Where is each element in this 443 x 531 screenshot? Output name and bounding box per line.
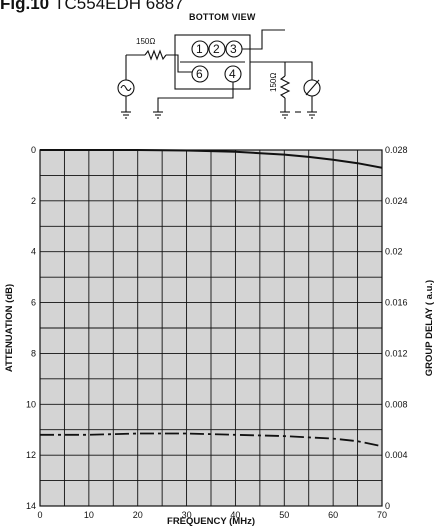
series-layer — [40, 149, 383, 448]
right-y-tick-label: 0.004 — [385, 450, 408, 460]
left-y-tick-label: 12 — [26, 450, 36, 460]
right-y-tick-label: 0.008 — [385, 399, 408, 409]
pin-1-label: 1 — [196, 42, 203, 56]
load-resistor-label: 150Ω — [269, 73, 278, 92]
x-tick-labels: 0 10 20 30 40 50 60 70 — [37, 510, 387, 520]
left-y-tick-label: 10 — [26, 399, 36, 409]
attenuation-series-line — [40, 149, 383, 169]
right-y-axis-title: GROUP DELAY ( a.u.) — [424, 280, 435, 376]
x-tick-label: 30 — [182, 510, 192, 520]
right-y-tick-label: 0.028 — [385, 145, 408, 155]
right-y-tick-label: 0.016 — [385, 298, 408, 308]
x-tick-label: 60 — [328, 510, 338, 520]
pin-4-label: 4 — [229, 67, 236, 81]
right-y-tick-label: 0.012 — [385, 348, 408, 358]
bottom-view-label: BOTTOM VIEW — [189, 12, 256, 22]
part-number: TC554EDH 6887 — [54, 0, 184, 13]
x-tick-label: 20 — [133, 510, 143, 520]
left-y-tick-label: 14 — [26, 501, 36, 511]
right-y-tick-label: 0.024 — [385, 196, 408, 206]
left-y-tick-label: 6 — [31, 298, 36, 308]
right-y-tick-labels: 0 0.004 0.008 0.012 0.016 0.02 0.024 0.028 — [385, 145, 408, 511]
pin-3-label: 3 — [230, 42, 237, 56]
figure-number: Fig.10 — [0, 0, 50, 13]
ground-bus — [157, 82, 234, 112]
x-tick-label: 10 — [84, 510, 94, 520]
group-delay-series-line — [40, 432, 383, 448]
x-tick-label: 0 — [37, 510, 42, 520]
x-tick-label: 40 — [230, 510, 240, 520]
grid-lines — [40, 150, 382, 506]
source-wire-to-pin6 — [166, 54, 192, 73]
load-resistor — [279, 75, 291, 99]
left-y-tick-label: 8 — [31, 348, 36, 358]
meter-needle-icon — [305, 79, 320, 96]
sine-wave-icon — [120, 84, 132, 92]
plot-frame — [39, 149, 383, 507]
source-resistor — [144, 49, 167, 61]
left-y-tick-label: 4 — [31, 247, 36, 257]
pin-6-circle — [191, 65, 209, 83]
pin-6-label: 6 — [196, 67, 203, 81]
source-resistor-label: 150Ω — [136, 37, 155, 46]
x-tick-label: 70 — [377, 510, 387, 520]
pin-1-circle — [191, 40, 209, 58]
test-circuit-schematic — [117, 29, 321, 119]
left-y-tick-labels: 0 2 4 6 8 10 12 14 — [26, 145, 36, 511]
left-y-tick-label: 2 — [31, 196, 36, 206]
figure-heading: Fig.10 TC554EDH 6887 — [0, 0, 184, 14]
right-y-tick-label: 0 — [385, 501, 390, 511]
load-wire-top — [242, 29, 285, 50]
x-axis-title: FREQUENCY (MHz) — [167, 516, 255, 527]
pin-2-label: 2 — [213, 42, 220, 56]
left-y-axis-title: ATTENUATION (dB) — [4, 284, 15, 372]
left-y-tick-label: 0 — [31, 145, 36, 155]
pin-2-circle — [208, 40, 226, 58]
right-y-tick-label: 0.02 — [385, 247, 403, 257]
meter-wire — [285, 61, 313, 80]
x-tick-label: 50 — [279, 510, 289, 520]
